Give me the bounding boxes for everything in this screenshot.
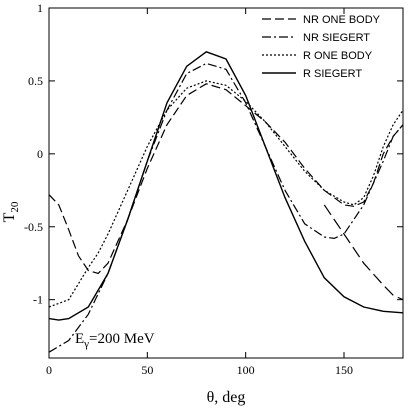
energy-annotation-main: E [75,331,84,347]
y-axis-title: T20 [1,201,21,222]
y-tick-label: 0 [37,147,43,161]
series-line-nr-one-body [48,83,404,275]
series-line-r-one-body [48,80,404,308]
x-axis-title: θ, deg [207,389,246,406]
energy-annotation: Eγ=200 MeV [75,331,155,350]
legend-label: R ONE BODY [303,50,373,62]
legend-label: R SIEGERT [303,68,362,80]
series-line-nr-siegert [48,62,404,353]
y-axis-title-main: T [1,212,18,222]
series-line-r-siegert [48,51,404,321]
energy-annotation-sub: γ [83,338,89,350]
series-line-extra-4 [323,204,404,301]
x-tick-label: 100 [237,363,255,377]
energy-annotation-rest: =200 MeV [89,331,155,347]
legend-label: NR SIEGERT [303,32,370,44]
legend-label: NR ONE BODY [303,14,381,26]
ticks: 0 50 100 150 1 0.5 0 -0.5 -1 [24,1,403,377]
x-tick-label: 150 [335,363,353,377]
y-tick-label: -0.5 [24,220,43,234]
plot-frame [48,7,404,359]
y-tick-label: 0.5 [28,74,43,88]
legend: NR ONE BODY NR SIEGERT R ONE BODY R SIEGERT [262,14,381,80]
x-tick-label: 0 [46,363,52,377]
series-layer [48,51,404,353]
y-tick-label: 1 [37,1,43,15]
y-tick-label: -1 [33,293,43,307]
x-tick-label: 50 [141,363,153,377]
y-axis-title-sub: 20 [9,201,21,213]
